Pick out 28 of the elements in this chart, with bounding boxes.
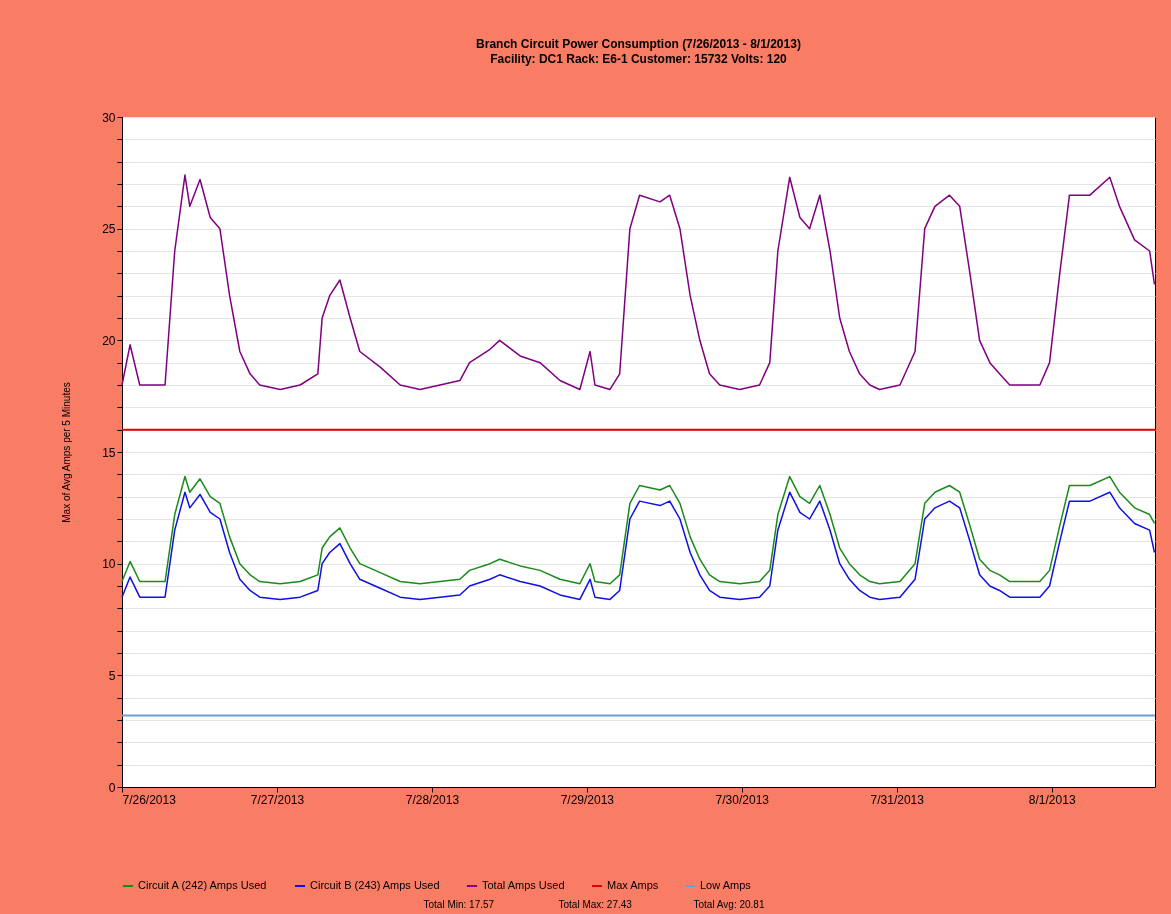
- line-series: [121, 475, 1156, 585]
- legend-label: Total Amps Used: [482, 879, 565, 891]
- x-tick-label: 7/27/2013: [250, 792, 305, 807]
- legend-label: Circuit B (243) Amps Used: [310, 879, 440, 891]
- y-axis-title: Max of Avg Amps per 5 Minutes: [61, 382, 73, 523]
- y-tick-label: 20: [102, 333, 116, 348]
- legend-label: Max Amps: [607, 879, 659, 891]
- x-tick-label: 8/1/2013: [1028, 792, 1076, 807]
- chart-title: Branch Circuit Power Consumption (7/26/2013 - 8/1/2013): [476, 37, 801, 51]
- x-tick-label: 7/28/2013: [405, 792, 460, 807]
- x-tick-label: 7/29/2013: [560, 792, 615, 807]
- x-tick-label: 7/26/2013: [122, 792, 177, 807]
- text: Total Avg: 20.81: [693, 899, 765, 910]
- y-tick-label: 0: [108, 780, 116, 795]
- y-tick-label: 5: [108, 668, 116, 683]
- chart-subtitle: Facility: DC1 Rack: E6-1 Customer: 15732 Volts: 120: [490, 52, 788, 66]
- y-tick-label: 10: [102, 557, 116, 572]
- y-tick-label: 30: [102, 110, 116, 125]
- text: Total Max: 27.43: [558, 899, 633, 910]
- text: Total Min: 17.57: [423, 899, 495, 910]
- line-series: [121, 491, 1156, 601]
- legend-label: Circuit A (242) Amps Used: [138, 879, 267, 891]
- line-series: [121, 174, 1156, 391]
- x-tick-label: 7/30/2013: [715, 792, 770, 807]
- y-tick-label: 15: [102, 445, 116, 460]
- x-tick-label: 7/31/2013: [870, 792, 925, 807]
- legend-label: Low Amps: [700, 879, 752, 891]
- y-tick-label: 25: [102, 222, 116, 237]
